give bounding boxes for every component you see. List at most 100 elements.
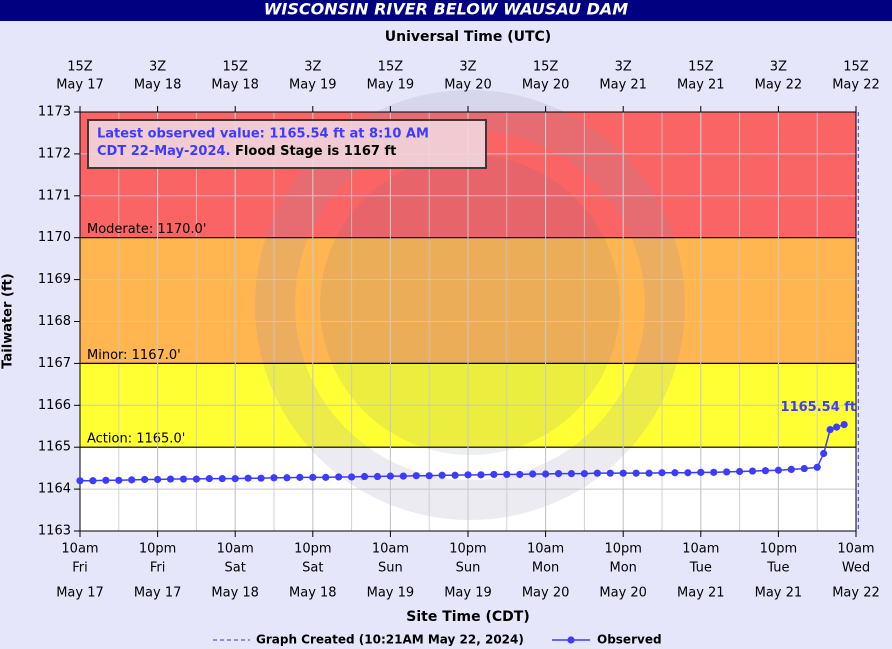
annotation-line: Latest observed value: 1165.54 ft at 8:1…	[97, 127, 429, 142]
legend-label: Observed	[597, 633, 662, 647]
data-point	[554, 469, 563, 478]
data-point	[820, 449, 828, 458]
data-point	[658, 469, 666, 477]
data-point	[296, 473, 304, 481]
x-tick-label: 10am	[527, 542, 564, 557]
data-point	[154, 475, 162, 484]
y-tick-label: 1168	[38, 314, 71, 329]
y-tick-label: 1170	[38, 230, 71, 245]
watermark	[255, 90, 685, 520]
y-tick-label: 1173	[38, 105, 71, 120]
data-point	[619, 469, 627, 477]
x-tick-date: May 20	[522, 586, 570, 601]
x-tick-label: 10am	[372, 542, 409, 557]
x2-tick-date: May 19	[289, 78, 337, 93]
x2-tick-date: May 18	[211, 78, 259, 93]
x-tick-label: 10am	[61, 542, 98, 557]
x-tick-date: May 17	[56, 586, 104, 601]
legend-label: Graph Created (10:21AM May 22, 2024)	[256, 633, 524, 647]
data-point	[218, 475, 226, 483]
plot-frame	[79, 111, 857, 532]
y-tick-label: 1165	[38, 440, 71, 455]
threshold-label: Action: 1165.0'	[87, 432, 185, 447]
data-point	[800, 464, 808, 473]
data-point	[257, 474, 265, 482]
data-point	[748, 467, 757, 475]
data-point	[477, 471, 485, 479]
data-point	[542, 470, 550, 478]
data-point	[813, 463, 821, 471]
x-tick-label: 10am	[682, 542, 719, 557]
x-tick-day: Sun	[378, 561, 403, 576]
data-point	[529, 470, 537, 478]
x-tick-label: 10pm	[294, 542, 331, 557]
data-point	[244, 474, 252, 482]
y-axis-title: Tailwater (ft)	[1, 273, 16, 368]
x2-tick-date: May 20	[444, 78, 492, 93]
x-tick-day: Tue	[766, 561, 789, 576]
data-point	[348, 473, 356, 481]
watermark	[320, 155, 620, 455]
x-tick-date: May 21	[755, 586, 803, 601]
data-point	[787, 465, 795, 474]
data-point	[128, 476, 136, 484]
x-tick-day: Wed	[842, 561, 870, 576]
x-axis-title: Site Time (CDT)	[406, 609, 530, 625]
x-tick-label: 10pm	[760, 542, 797, 557]
data-point	[464, 471, 472, 479]
data-point	[283, 474, 291, 482]
data-point	[412, 472, 420, 480]
top-axis-title: Universal Time (UTC)	[385, 29, 551, 45]
data-point	[399, 472, 407, 480]
x-tick-date: May 21	[677, 586, 725, 601]
x-tick-date: May 18	[211, 586, 259, 601]
data-label: 1165.54 ft	[781, 400, 857, 415]
data-point	[386, 472, 394, 480]
x-tick-day: Mon	[532, 561, 559, 576]
y-tick-label: 1167	[38, 356, 71, 371]
title-bar	[0, 0, 892, 21]
data-point	[89, 477, 97, 485]
data-point	[425, 472, 433, 480]
x-tick-day: Tue	[689, 561, 712, 576]
threshold-label: Minor: 1167.0'	[87, 348, 181, 363]
y-tick-label: 1166	[38, 398, 71, 413]
x-tick-date: May 22	[832, 586, 880, 601]
chart-title: WISCONSIN RIVER BELOW WAUSAU DAM	[264, 0, 628, 19]
x2-tick-label: 3Z	[459, 60, 476, 75]
x2-tick-label: 3Z	[304, 60, 321, 75]
data-point	[840, 420, 848, 429]
y-tick-label: 1164	[38, 482, 71, 497]
data-point	[438, 471, 446, 479]
data-point	[205, 475, 213, 483]
x-tick-day: Mon	[609, 561, 636, 576]
data-point	[192, 475, 200, 483]
x2-tick-label: 3Z	[149, 60, 166, 75]
data-point	[671, 469, 679, 477]
data-point	[774, 466, 783, 474]
x-tick-day: Sat	[302, 561, 323, 576]
data-point	[736, 467, 744, 476]
x-tick-day: Sat	[225, 561, 246, 576]
x-tick-label: 10am	[837, 542, 874, 557]
x-tick-day: Sun	[456, 561, 481, 576]
x2-tick-date: May 22	[832, 78, 880, 93]
data-point	[322, 473, 330, 481]
y-tick-label: 1171	[38, 188, 71, 203]
x2-tick-date: May 17	[56, 78, 104, 93]
annotation-line: CDT 22-May-2024. Flood Stage is 1167 ft	[97, 144, 396, 159]
x-tick-label: 10pm	[449, 542, 486, 557]
x2-tick-date: May 22	[755, 78, 803, 93]
x-tick-date: May 19	[444, 586, 492, 601]
data-point	[606, 469, 614, 477]
x2-tick-label: 15Z	[67, 60, 93, 75]
x-tick-date: May 19	[367, 586, 415, 601]
data-point	[141, 475, 149, 484]
data-point	[451, 471, 459, 479]
data-point	[373, 472, 382, 481]
data-point	[231, 475, 239, 483]
data-point	[723, 468, 731, 476]
data-point	[490, 470, 498, 479]
x2-tick-label: 15Z	[688, 60, 714, 75]
data-point	[593, 469, 601, 477]
